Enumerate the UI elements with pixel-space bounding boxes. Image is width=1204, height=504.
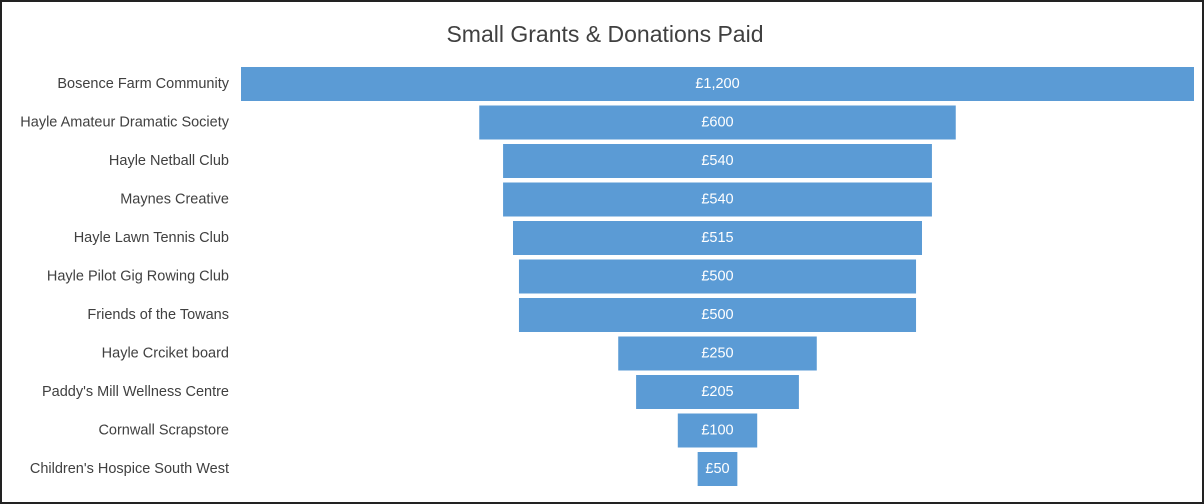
value-label: £1,200	[695, 76, 739, 92]
value-label: £250	[701, 345, 733, 361]
funnel-bar	[636, 375, 799, 409]
funnel-bar	[241, 67, 1194, 101]
value-label: £500	[701, 268, 733, 284]
funnel-bar	[503, 144, 932, 178]
category-label: Hayle Pilot Gig Rowing Club	[47, 268, 229, 284]
chart-title: Small Grants & Donations Paid	[446, 21, 763, 47]
category-label: Friends of the Towans	[87, 307, 229, 323]
category-label: Paddy's Mill Wellness Centre	[42, 384, 229, 400]
value-label: £515	[701, 230, 733, 246]
value-label: £100	[701, 422, 733, 438]
value-label: £540	[701, 191, 733, 207]
funnel-bar	[479, 105, 956, 140]
value-label: £500	[701, 307, 733, 323]
funnel-bar	[518, 298, 917, 332]
value-label: £540	[701, 153, 733, 169]
funnel-bar	[677, 413, 758, 448]
category-label: Hayle Netball Club	[109, 153, 229, 169]
category-label: Bosence Farm Community	[57, 76, 229, 92]
value-label: £50	[705, 461, 729, 477]
category-label: Hayle Lawn Tennis Club	[74, 230, 229, 246]
funnel-bar	[518, 259, 917, 294]
funnel-bar	[697, 452, 738, 486]
funnel-bar	[503, 182, 932, 217]
value-label: £600	[701, 114, 733, 130]
category-label: Hayle Crciket board	[102, 345, 229, 361]
funnel-bar	[513, 221, 922, 255]
category-label: Children's Hospice South West	[30, 461, 229, 477]
category-label: Hayle Amateur Dramatic Society	[20, 114, 229, 130]
funnel-bar	[618, 336, 817, 371]
category-label: Cornwall Scrapstore	[98, 422, 229, 438]
value-label: £205	[701, 384, 733, 400]
category-label: Maynes Creative	[120, 191, 229, 207]
